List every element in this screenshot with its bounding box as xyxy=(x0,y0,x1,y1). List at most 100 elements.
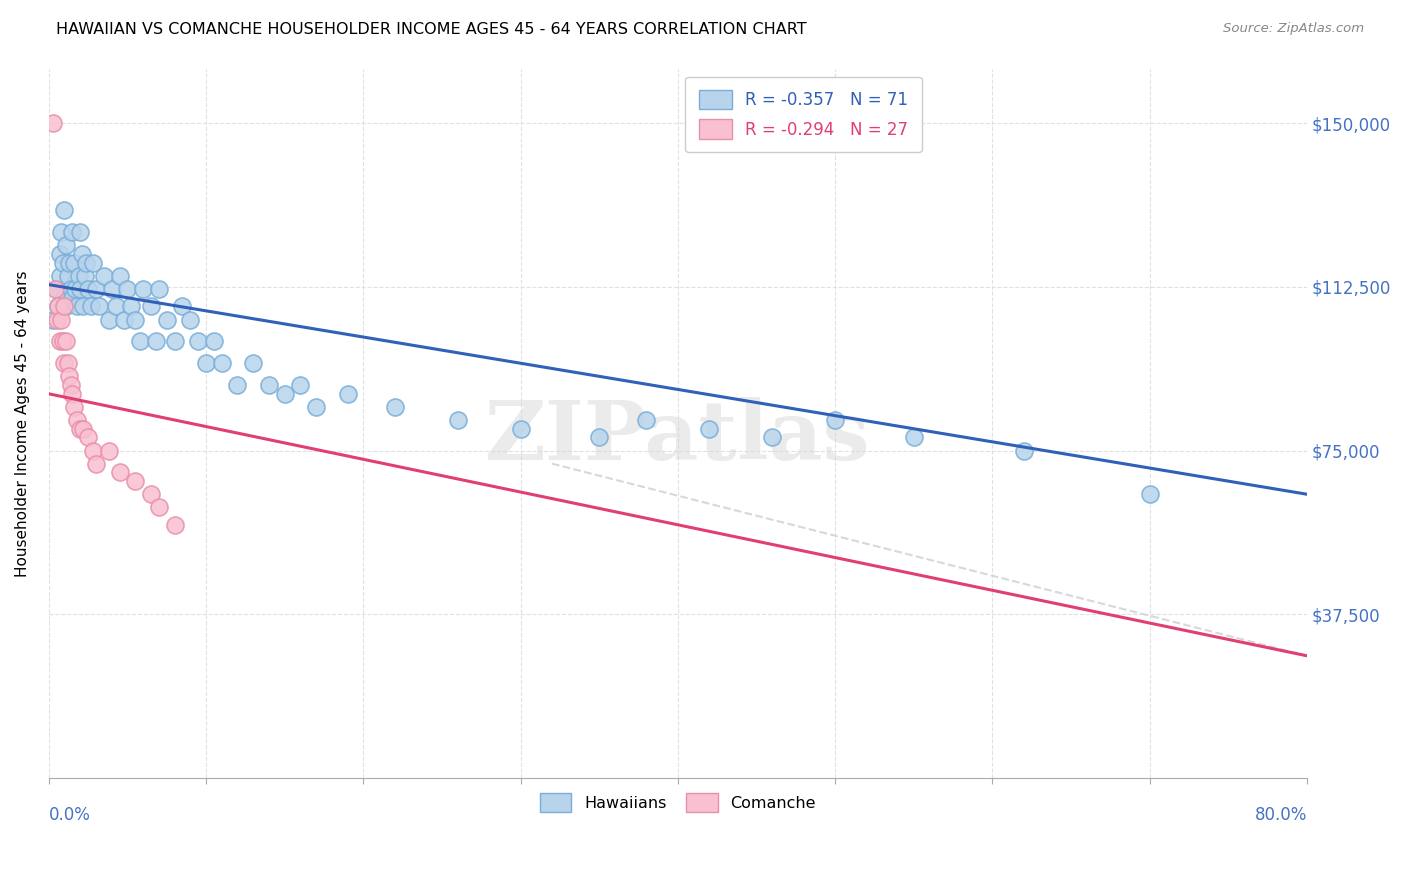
Point xyxy=(69,282,91,296)
Point xyxy=(72,300,94,314)
Point xyxy=(305,400,328,414)
Point xyxy=(132,282,155,296)
Point xyxy=(697,422,720,436)
Point xyxy=(55,334,77,349)
Text: 0.0%: 0.0% xyxy=(49,806,90,824)
Point xyxy=(49,268,72,283)
Point xyxy=(58,369,80,384)
Point xyxy=(42,312,65,326)
Point xyxy=(187,334,209,349)
Point xyxy=(69,422,91,436)
Point xyxy=(1012,443,1035,458)
Point xyxy=(145,334,167,349)
Point xyxy=(66,300,89,314)
Point xyxy=(257,378,280,392)
Point xyxy=(336,386,359,401)
Point xyxy=(120,300,142,314)
Point xyxy=(53,203,76,218)
Point xyxy=(163,334,186,349)
Point xyxy=(1139,487,1161,501)
Point xyxy=(148,500,170,515)
Point xyxy=(52,256,75,270)
Point xyxy=(139,487,162,501)
Point xyxy=(60,291,83,305)
Point xyxy=(84,457,107,471)
Point xyxy=(384,400,406,414)
Point xyxy=(124,474,146,488)
Point xyxy=(49,334,72,349)
Point xyxy=(636,413,658,427)
Point xyxy=(73,268,96,283)
Point xyxy=(55,238,77,252)
Text: 80.0%: 80.0% xyxy=(1254,806,1306,824)
Point xyxy=(77,282,100,296)
Point xyxy=(117,282,139,296)
Point xyxy=(59,378,82,392)
Point xyxy=(46,300,69,314)
Text: HAWAIIAN VS COMANCHE HOUSEHOLDER INCOME AGES 45 - 64 YEARS CORRELATION CHART: HAWAIIAN VS COMANCHE HOUSEHOLDER INCOME … xyxy=(56,22,807,37)
Point xyxy=(446,413,468,427)
Point xyxy=(273,386,295,401)
Point xyxy=(93,268,115,283)
Point xyxy=(202,334,225,349)
Point xyxy=(97,443,120,458)
Point xyxy=(179,312,201,326)
Point xyxy=(108,268,131,283)
Point xyxy=(82,443,104,458)
Point xyxy=(124,312,146,326)
Point xyxy=(69,225,91,239)
Point xyxy=(49,247,72,261)
Point xyxy=(588,430,610,444)
Point xyxy=(59,282,82,296)
Y-axis label: Householder Income Ages 45 - 64 years: Householder Income Ages 45 - 64 years xyxy=(15,270,30,576)
Point xyxy=(226,378,249,392)
Point xyxy=(80,300,103,314)
Point xyxy=(56,268,79,283)
Point xyxy=(163,517,186,532)
Point xyxy=(70,247,93,261)
Point xyxy=(55,300,77,314)
Point xyxy=(242,356,264,370)
Point xyxy=(53,356,76,370)
Point xyxy=(824,413,846,427)
Point xyxy=(60,386,83,401)
Point xyxy=(290,378,312,392)
Point xyxy=(509,422,531,436)
Point xyxy=(51,225,73,239)
Point xyxy=(60,225,83,239)
Point xyxy=(67,268,90,283)
Point xyxy=(77,430,100,444)
Point xyxy=(148,282,170,296)
Point xyxy=(903,430,925,444)
Point xyxy=(761,430,783,444)
Point xyxy=(53,300,76,314)
Point xyxy=(66,413,89,427)
Text: Source: ZipAtlas.com: Source: ZipAtlas.com xyxy=(1223,22,1364,36)
Point xyxy=(51,312,73,326)
Point xyxy=(195,356,218,370)
Text: ZIPatlas: ZIPatlas xyxy=(485,398,870,477)
Point xyxy=(58,256,80,270)
Point xyxy=(65,282,87,296)
Point xyxy=(42,116,65,130)
Point xyxy=(156,312,179,326)
Legend: Hawaiians, Comanche: Hawaiians, Comanche xyxy=(531,785,824,820)
Point xyxy=(45,282,67,296)
Point xyxy=(84,282,107,296)
Point xyxy=(108,466,131,480)
Point xyxy=(46,300,69,314)
Point xyxy=(45,312,67,326)
Point xyxy=(72,422,94,436)
Point xyxy=(82,256,104,270)
Point xyxy=(172,300,194,314)
Point xyxy=(87,300,110,314)
Point xyxy=(211,356,233,370)
Point xyxy=(105,300,128,314)
Point xyxy=(44,282,66,296)
Point xyxy=(63,256,86,270)
Point xyxy=(52,334,75,349)
Point xyxy=(129,334,152,349)
Point xyxy=(97,312,120,326)
Point xyxy=(56,356,79,370)
Point xyxy=(100,282,122,296)
